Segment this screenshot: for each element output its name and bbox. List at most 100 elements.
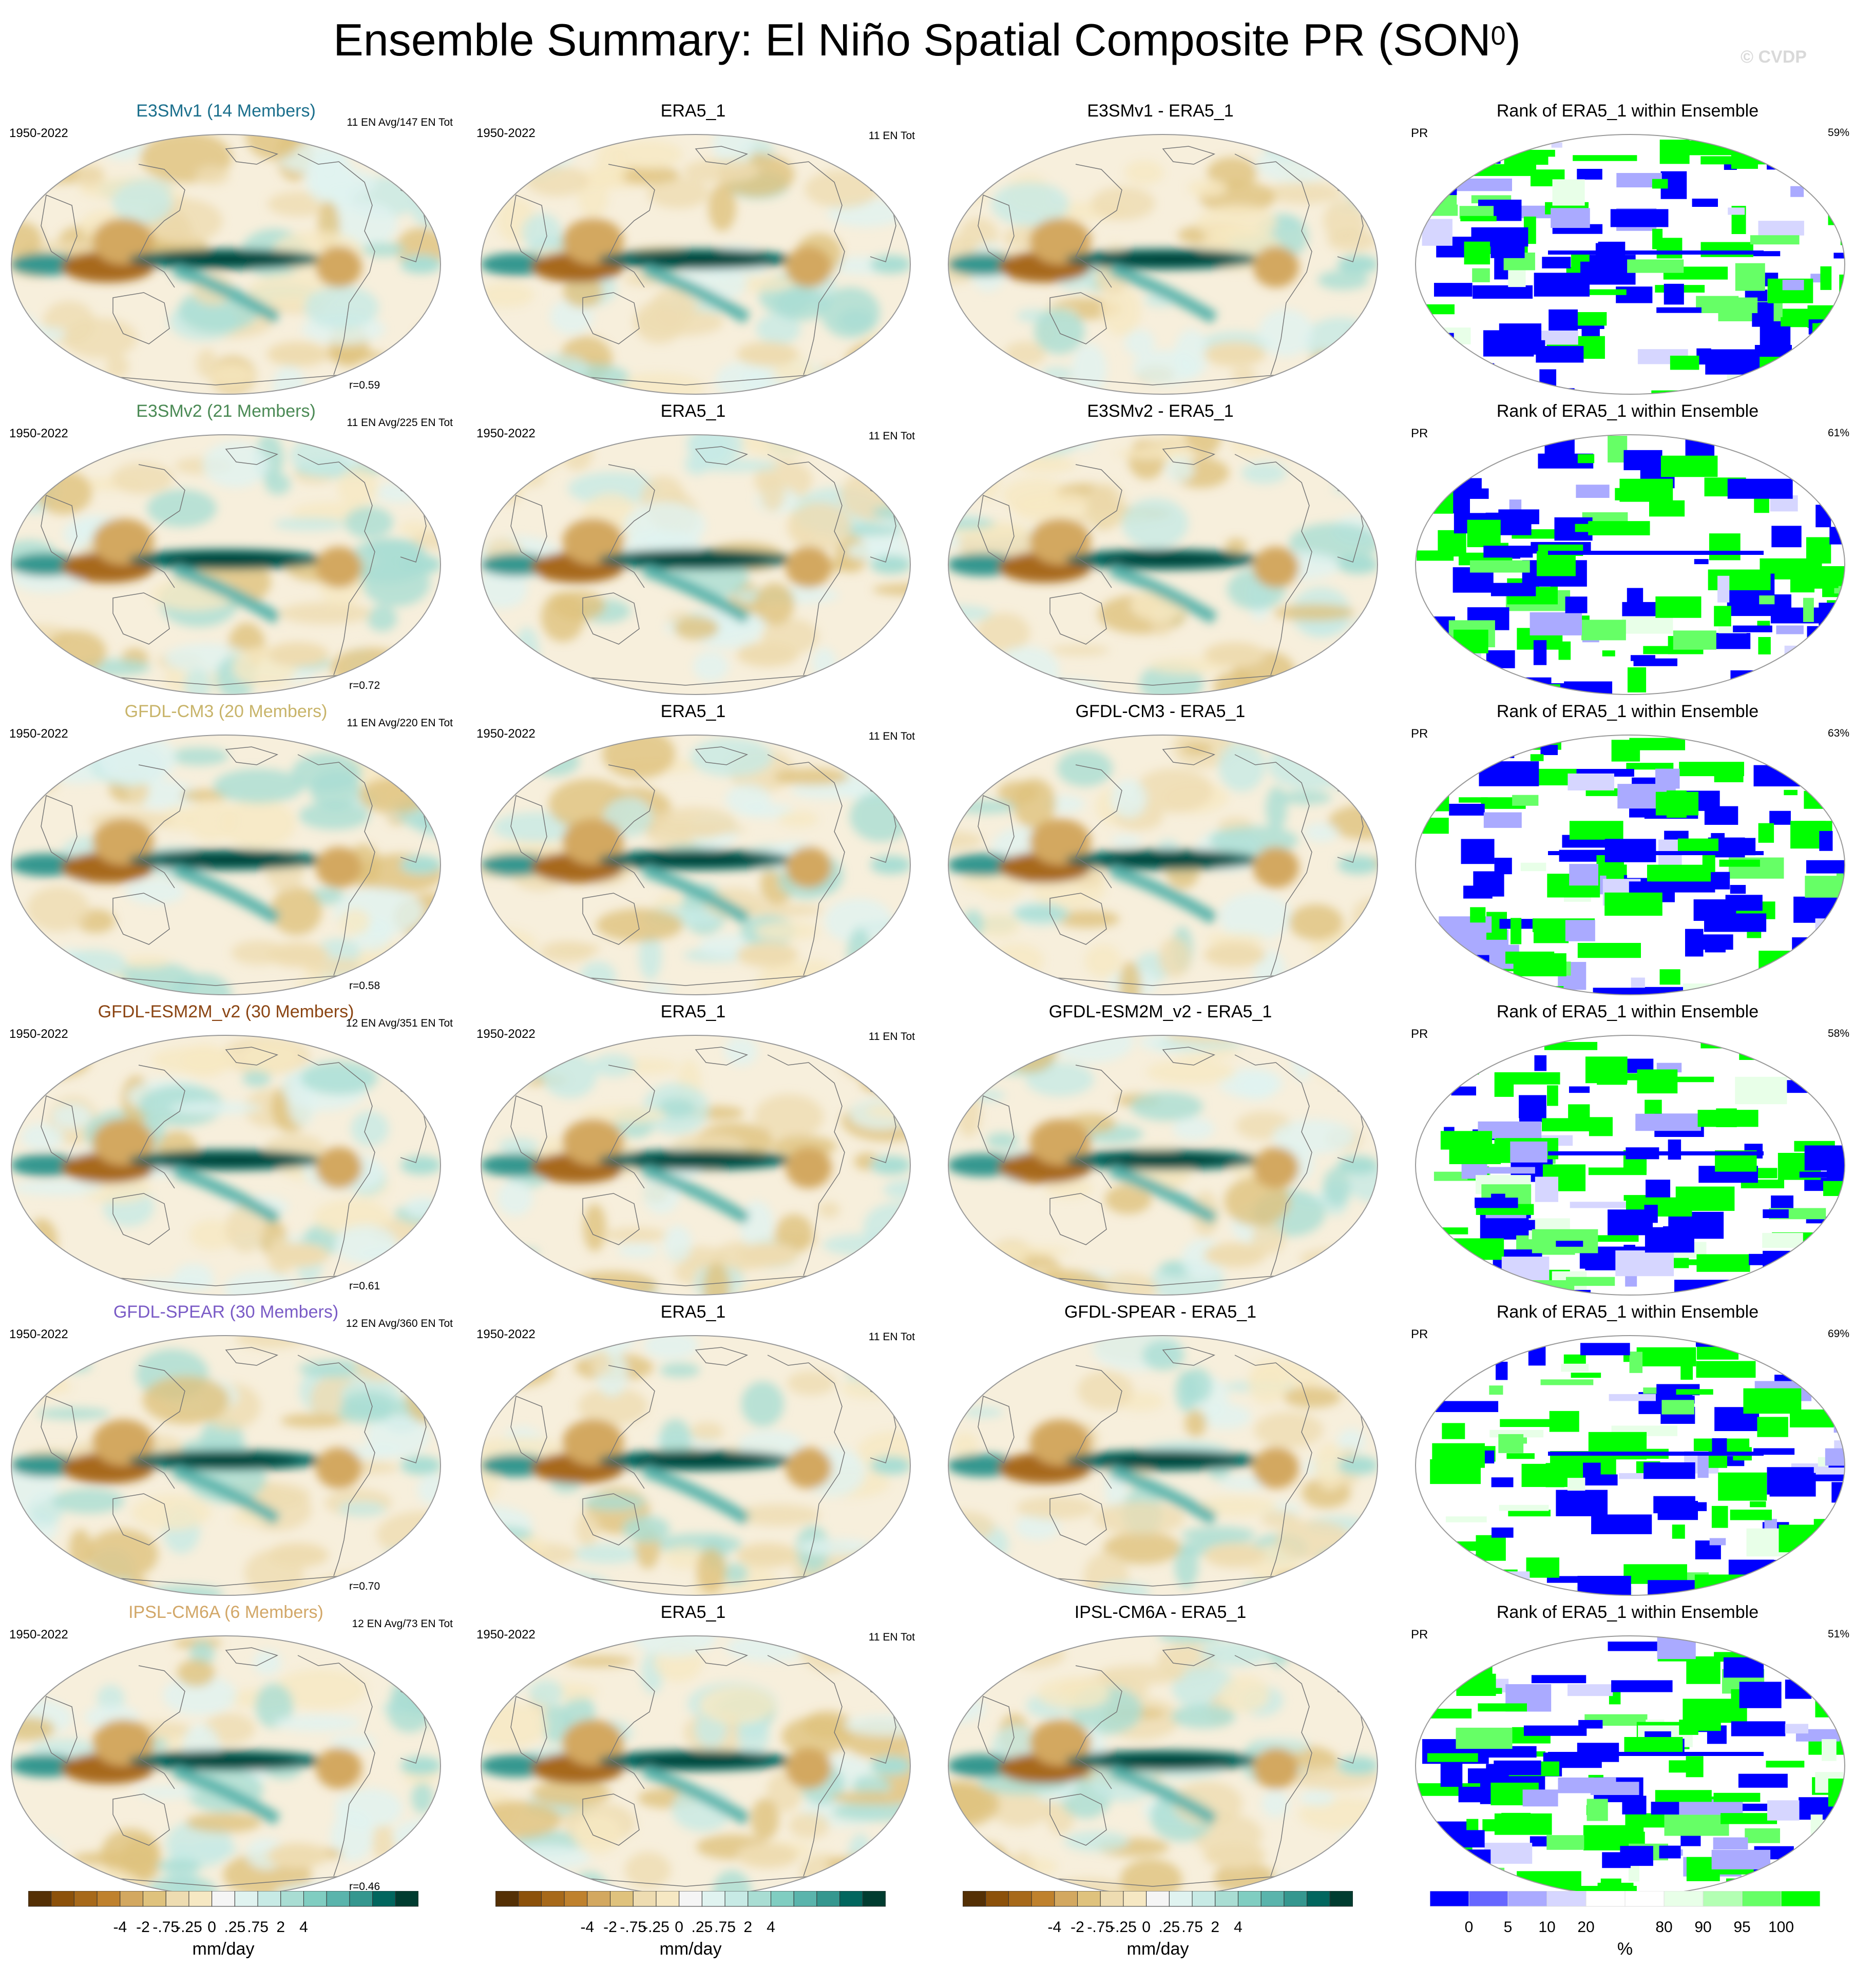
panel-variable: PR: [1411, 1327, 1428, 1341]
rank-cell: [1731, 1721, 1786, 1736]
rank-cell: [1551, 208, 1590, 228]
panel-title: ERA5_1: [660, 1002, 726, 1021]
anomaly-blob: [1337, 1757, 1378, 1775]
rank-cell: [1674, 1280, 1740, 1295]
anomaly-blob: [1322, 669, 1378, 688]
colorbar-tick-label: 2: [1211, 1919, 1220, 1936]
anomaly-blob: [1174, 1543, 1198, 1588]
anomaly-blob: [402, 134, 437, 149]
rank-cell: [1745, 1828, 1780, 1843]
anomaly-blob: [674, 616, 719, 640]
anomaly-blob: [57, 1359, 92, 1373]
anomaly-blob: [1090, 1762, 1157, 1802]
rank-cell: [1705, 349, 1760, 375]
anomaly-blob: [142, 1376, 230, 1424]
anomaly-blob: [400, 555, 441, 574]
rank-cell: [1416, 641, 1444, 661]
colorbar-tick-label: 4: [1234, 1919, 1243, 1936]
coastline: [557, 1575, 814, 1587]
rank-cell: [1648, 1580, 1695, 1595]
rank-cell: [1733, 625, 1772, 632]
colorbar-tick-label: 4: [299, 1919, 308, 1936]
anomaly-blob: [310, 168, 377, 198]
colorbar-swatch: [1192, 1891, 1216, 1907]
anomaly-blob: [1299, 1790, 1335, 1806]
anomaly-blob: [49, 679, 81, 694]
anomaly-band: [1110, 1765, 1218, 1825]
anomaly-blob: [21, 1124, 64, 1150]
coastline: [87, 975, 345, 986]
anomaly-blob: [831, 1791, 910, 1805]
anomaly-blob: [123, 955, 170, 968]
panel-event-count: 11 EN Tot: [868, 1331, 915, 1343]
anomaly-blob: [708, 184, 736, 231]
global-map: [11, 1635, 441, 1896]
panel-event-count: 12 EN Avg/73 EN Tot: [352, 1618, 453, 1630]
panel-variable: PR: [1411, 427, 1428, 440]
coastline: [608, 1365, 655, 1489]
panel-rank-row1: Rank of ERA5_1 within Ensemble PR 59%: [1402, 100, 1854, 400]
coastline: [1162, 146, 1216, 165]
rank-cell: [1701, 297, 1758, 314]
coastline: [87, 1876, 345, 1887]
colorbar-tick-label: 95: [1733, 1919, 1751, 1936]
colorbar-swatch: [1008, 1891, 1032, 1907]
rank-cell: [1837, 1675, 1845, 1703]
rank-cell: [1842, 134, 1845, 157]
coastline: [297, 153, 375, 375]
rank-cell: [1822, 1739, 1837, 1761]
coastline: [225, 446, 279, 465]
rank-cell: [1446, 363, 1495, 382]
panel-title: GFDL-ESM2M_v2 - ERA5_1: [1048, 1002, 1272, 1021]
global-map: [481, 1635, 911, 1896]
rank-cell: [1696, 1254, 1750, 1272]
rank-cell: [1551, 1453, 1583, 1478]
rank-cell: [1432, 935, 1454, 948]
anomaly-blob: [338, 1501, 386, 1517]
colorbar-tick-label: -.75: [620, 1919, 647, 1936]
rank-cell: [1753, 1448, 1795, 1455]
panel-years: 1950-2022: [476, 1327, 536, 1341]
rank-cell: [1549, 1411, 1579, 1432]
anomaly-blob: [847, 929, 872, 976]
colorbar-tick-label: -.25: [176, 1919, 202, 1936]
anomaly-blob: [131, 1494, 212, 1530]
anomaly-blob: [721, 1563, 749, 1584]
rank-cell: [1831, 1482, 1845, 1503]
anomaly-blob: [574, 1543, 641, 1564]
rank-cell: [1534, 1055, 1547, 1071]
anomaly-blob: [1317, 752, 1378, 773]
anomaly-blob: [1287, 1641, 1343, 1661]
rank-cell: [1589, 1117, 1613, 1136]
anomaly-blob: [704, 887, 764, 919]
coastline: [1234, 153, 1312, 375]
rank-cell: [1474, 1041, 1490, 1067]
rank-cell: [1702, 1593, 1714, 1595]
rank-cell: [1427, 735, 1470, 762]
rank-cell: [1767, 1467, 1814, 1495]
anomaly-blob: [562, 1720, 624, 1766]
anomaly-blob: [120, 1838, 161, 1884]
colorbar-swatch: [985, 1891, 1009, 1907]
rank-cell: [1431, 204, 1458, 216]
rank-cell: [1427, 739, 1461, 750]
panel-event-count: 11 EN Tot: [868, 1031, 915, 1043]
panel-title: Rank of ERA5_1 within Ensemble: [1496, 1302, 1759, 1322]
anomaly-blob: [634, 300, 684, 344]
rank-cell: [1643, 646, 1674, 654]
anomaly-blob: [1278, 790, 1332, 805]
panel-title: ERA5_1: [660, 1302, 726, 1322]
anomaly-blob: [11, 1336, 67, 1348]
anomaly-blob: [624, 501, 706, 550]
coastline: [1024, 1275, 1282, 1286]
colorbar-unit: %: [1617, 1939, 1633, 1959]
coastline: [695, 446, 749, 465]
rank-cell: [1551, 142, 1562, 148]
rank-cell: [1834, 1271, 1845, 1291]
anomaly-blob: [481, 735, 545, 773]
anomaly-blob: [817, 1201, 840, 1218]
anomaly-blob: [267, 642, 329, 667]
rank-cell: [1828, 1050, 1845, 1066]
anomaly-blob: [267, 942, 329, 967]
anomaly-blob: [1236, 1072, 1277, 1100]
